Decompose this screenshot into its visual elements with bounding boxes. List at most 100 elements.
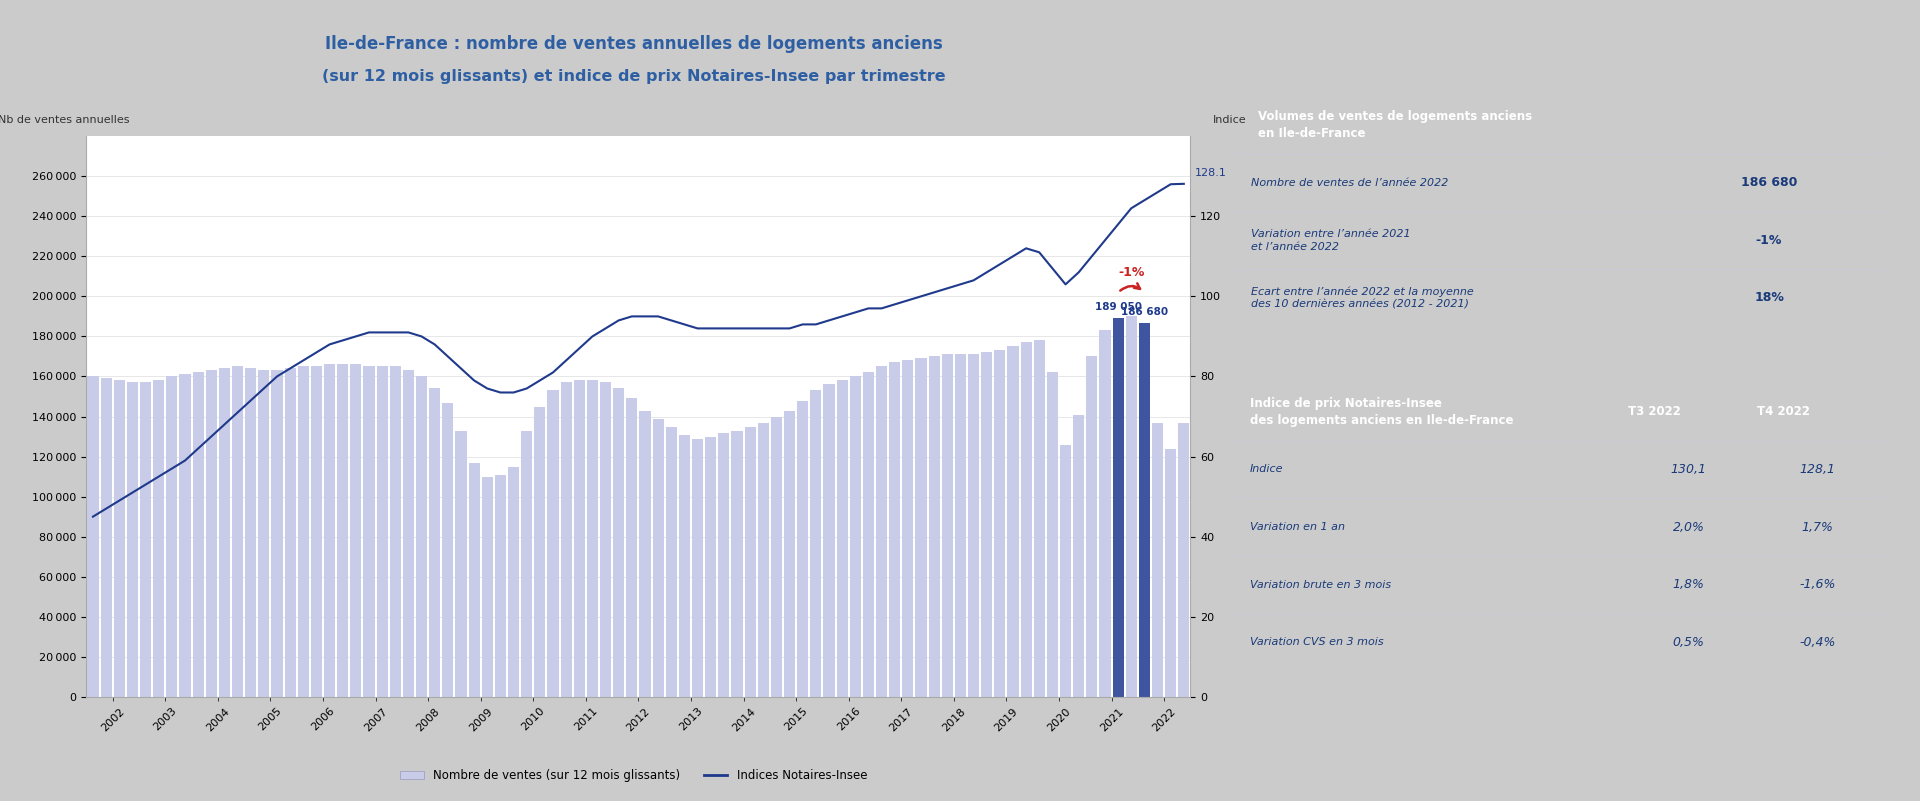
Text: T3 2022: T3 2022 — [1628, 405, 1682, 418]
Bar — [666, 427, 678, 697]
Bar — [783, 411, 795, 697]
Bar — [349, 364, 361, 697]
Text: Nombre de ventes de l’année 2022: Nombre de ventes de l’année 2022 — [1252, 178, 1448, 187]
Bar — [100, 379, 111, 697]
Bar — [113, 380, 125, 697]
Bar — [758, 423, 768, 697]
Text: 186 680: 186 680 — [1741, 176, 1797, 189]
Bar — [929, 356, 939, 697]
Bar — [1021, 343, 1031, 697]
Bar — [271, 371, 282, 697]
Bar — [140, 383, 152, 697]
Bar — [259, 371, 269, 697]
Bar — [127, 383, 138, 697]
Text: -1%: -1% — [1117, 267, 1144, 280]
Text: -0,4%: -0,4% — [1799, 636, 1836, 649]
Bar — [1008, 347, 1018, 697]
Bar — [403, 371, 415, 697]
Text: 1,8%: 1,8% — [1672, 578, 1705, 591]
Bar — [837, 380, 849, 697]
Text: 128.1: 128.1 — [1194, 168, 1227, 178]
Text: Ecart entre l’année 2022 et la moyenne
des 10 dernières années (2012 - 2021): Ecart entre l’année 2022 et la moyenne d… — [1252, 287, 1475, 309]
Bar — [824, 384, 835, 697]
Text: 130,1: 130,1 — [1670, 463, 1707, 476]
Bar — [718, 433, 730, 697]
Bar — [232, 367, 244, 697]
Bar — [1046, 372, 1058, 697]
Text: Volumes de ventes de logements anciens
en Ile-de-France: Volumes de ventes de logements anciens e… — [1258, 110, 1532, 140]
Bar — [691, 439, 703, 697]
Bar — [639, 411, 651, 697]
Bar — [324, 364, 336, 697]
Bar — [1060, 445, 1071, 697]
Bar — [1165, 449, 1177, 697]
Bar — [192, 372, 204, 697]
Text: 2,0%: 2,0% — [1672, 521, 1705, 533]
Text: T4 2022: T4 2022 — [1757, 405, 1811, 418]
Bar — [1139, 323, 1150, 697]
Bar — [680, 435, 689, 697]
Text: (sur 12 mois glissants) et indice de prix Notaires-Insee par trimestre: (sur 12 mois glissants) et indice de pri… — [323, 69, 945, 83]
Bar — [653, 419, 664, 697]
Bar — [1073, 415, 1085, 697]
Bar — [705, 437, 716, 697]
Bar — [770, 417, 781, 697]
Bar — [167, 376, 177, 697]
Bar — [732, 431, 743, 697]
Text: Variation CVS en 3 mois: Variation CVS en 3 mois — [1250, 638, 1384, 647]
Text: Indice: Indice — [1213, 115, 1246, 125]
Legend: Nombre de ventes (sur 12 mois glissants), Indices Notaires-Insee: Nombre de ventes (sur 12 mois glissants)… — [396, 765, 872, 787]
Bar — [338, 364, 348, 697]
Bar — [495, 474, 507, 697]
Bar — [916, 359, 927, 697]
Text: Indice de prix Notaires-Insee
des logements anciens en Ile-de-France: Indice de prix Notaires-Insee des logeme… — [1250, 396, 1513, 427]
Bar — [219, 368, 230, 697]
Bar — [1125, 316, 1137, 697]
Bar — [1112, 318, 1123, 697]
Bar — [588, 380, 597, 697]
Text: Ile-de-France : nombre de ventes annuelles de logements anciens: Ile-de-France : nombre de ventes annuell… — [324, 35, 943, 53]
Bar — [363, 367, 374, 697]
Bar — [1152, 423, 1164, 697]
Text: Variation entre l’année 2021
et l’année 2022: Variation entre l’année 2021 et l’année … — [1252, 229, 1411, 252]
Bar — [1179, 423, 1188, 697]
Bar — [88, 376, 98, 697]
Bar — [509, 466, 518, 697]
Bar — [574, 380, 586, 697]
Bar — [390, 367, 401, 697]
Bar — [455, 431, 467, 697]
Bar — [876, 367, 887, 697]
Bar — [284, 368, 296, 697]
Bar — [520, 431, 532, 697]
Bar — [745, 427, 756, 697]
Bar — [246, 368, 255, 697]
Bar — [534, 407, 545, 697]
Text: -1,6%: -1,6% — [1799, 578, 1836, 591]
Bar — [179, 375, 190, 697]
Text: 18%: 18% — [1755, 292, 1784, 304]
Bar — [417, 376, 426, 697]
Text: 1,7%: 1,7% — [1801, 521, 1834, 533]
Bar — [482, 477, 493, 697]
Bar — [428, 388, 440, 697]
Bar — [599, 383, 611, 697]
Bar — [442, 403, 453, 697]
Bar — [298, 367, 309, 697]
Bar — [981, 352, 993, 697]
Bar — [612, 388, 624, 697]
Text: 0,5%: 0,5% — [1672, 636, 1705, 649]
Bar — [851, 376, 860, 697]
Text: 186 680: 186 680 — [1121, 307, 1167, 317]
Bar — [968, 355, 979, 697]
Bar — [995, 351, 1006, 697]
Bar — [1033, 340, 1044, 697]
Bar — [561, 383, 572, 697]
Bar — [902, 360, 914, 697]
Text: Variation en 1 an: Variation en 1 an — [1250, 522, 1346, 532]
Bar — [547, 391, 559, 697]
Bar — [154, 380, 165, 697]
Text: 189 050: 189 050 — [1094, 302, 1142, 312]
Bar — [376, 367, 388, 697]
Bar — [311, 367, 323, 697]
Bar — [468, 463, 480, 697]
